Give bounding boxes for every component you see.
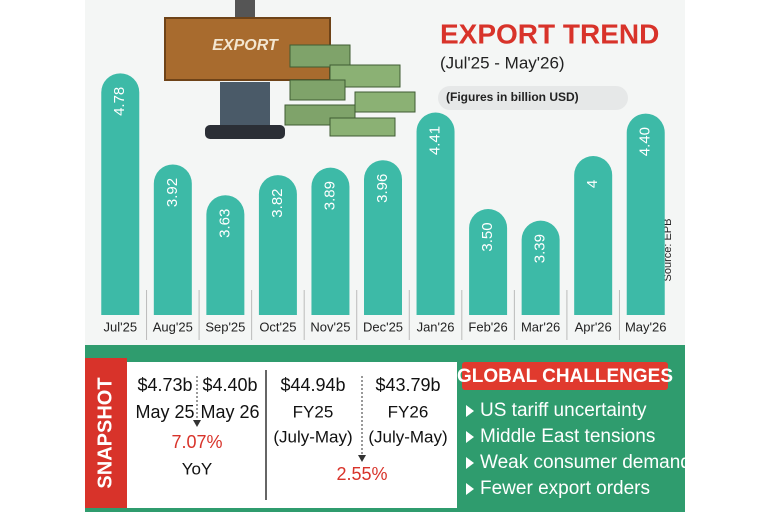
source: Source: EPB — [662, 219, 674, 282]
value-label: 4.41 — [427, 126, 444, 155]
label-text: YoY — [182, 459, 213, 478]
challenge-item: Weak consumer demand — [480, 452, 691, 473]
bar — [521, 220, 560, 315]
label-text: FY25 — [293, 402, 334, 421]
crane-hook — [235, 0, 255, 18]
x-tick-label: Sep'25 — [205, 319, 245, 334]
change-text: 2.55% — [336, 464, 387, 484]
snapshot-box — [127, 362, 457, 508]
x-tick-label: Apr'26 — [575, 319, 612, 334]
bar — [101, 73, 140, 315]
value-text: $4.73b — [137, 375, 192, 395]
challenges-list: US tariff uncertainty Middle East tension… — [466, 400, 691, 499]
change-text: 7.07% — [171, 432, 222, 452]
value-label: 3.92 — [164, 178, 181, 207]
bullet — [466, 457, 474, 469]
bar — [574, 156, 613, 315]
arrow-head — [193, 420, 201, 427]
bar — [311, 167, 350, 315]
value-label: 4.78 — [111, 87, 128, 116]
x-tick-label: May'26 — [625, 319, 667, 334]
bar — [258, 175, 297, 315]
note-box — [438, 86, 628, 110]
chart-subtitle: (Jul'25 - May'26) — [440, 53, 565, 72]
bullet — [466, 431, 474, 443]
snapshot-tab — [85, 358, 127, 508]
x-tick-label: Jul'25 — [103, 319, 137, 334]
label-text: FY26 — [388, 402, 429, 421]
label-text: (July-May) — [273, 427, 352, 446]
bullet — [466, 405, 474, 417]
value-text: $43.79b — [375, 375, 440, 395]
label-text: (July-May) — [368, 427, 447, 446]
bar — [469, 209, 508, 315]
money-stacks — [284, 44, 416, 137]
label-text: May 25 — [135, 402, 194, 422]
arrow-head — [358, 455, 366, 462]
container-label: EXPORT — [212, 37, 279, 54]
x-tick-label: Aug'25 — [153, 319, 193, 334]
bar — [153, 164, 192, 315]
label-text: May 26 — [200, 402, 259, 422]
chart-note: (Figures in billion USD) — [446, 90, 579, 104]
x-tick-label: Dec'25 — [363, 319, 403, 334]
value-label: 3.96 — [374, 174, 391, 203]
chart-title: EXPORT TREND — [440, 18, 659, 49]
value-label: 3.63 — [216, 209, 233, 238]
value-label: 3.50 — [479, 222, 496, 251]
value-label: 3.39 — [532, 234, 549, 263]
x-tick-label: Mar'26 — [521, 319, 560, 334]
x-tick-label: Nov'25 — [310, 319, 350, 334]
challenges-title: GLOBAL CHALLENGES — [457, 366, 673, 387]
bullet — [466, 483, 474, 495]
value-text: $4.40b — [202, 375, 257, 395]
snapshot-label: SNAPSHOT — [94, 377, 116, 488]
value-text: $44.94b — [280, 375, 345, 395]
challenge-item: Fewer export orders — [480, 478, 650, 499]
forklift — [220, 82, 270, 127]
x-tick-label: Oct'25 — [259, 319, 296, 334]
value-label: 4 — [584, 180, 601, 188]
bar — [206, 195, 245, 315]
bar — [626, 113, 665, 315]
value-label: 4.40 — [637, 127, 654, 156]
x-tick-label: Jan'26 — [417, 319, 455, 334]
bar — [364, 160, 402, 315]
challenges-banner — [462, 362, 668, 390]
bar — [416, 112, 455, 315]
challenge-item: US tariff uncertainty — [480, 400, 647, 421]
challenge-item: Middle East tensions — [480, 426, 655, 447]
x-tick-label: Feb'26 — [468, 319, 507, 334]
forklift-base — [205, 125, 285, 139]
value-label: 3.89 — [321, 181, 338, 210]
value-label: 3.82 — [269, 188, 286, 217]
